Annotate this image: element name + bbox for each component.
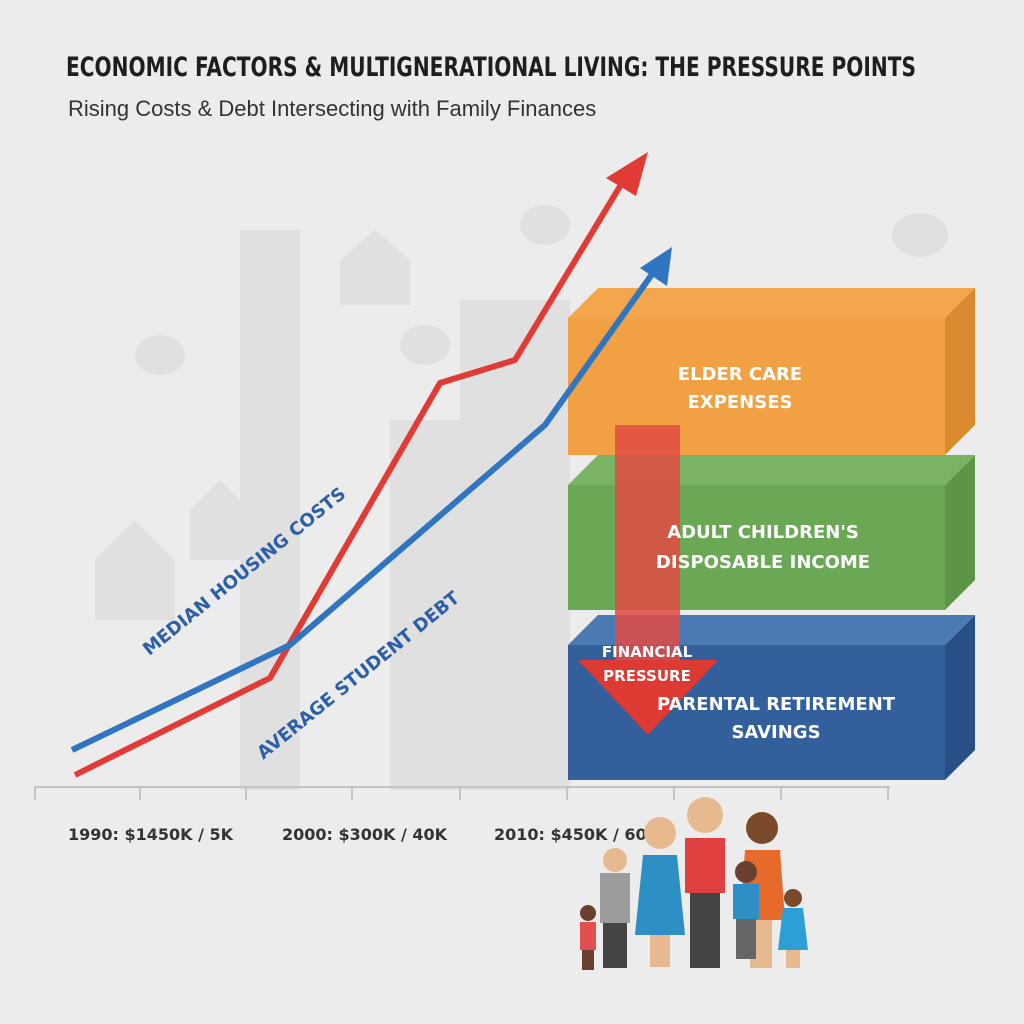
- pressure-arrow: [578, 425, 718, 735]
- housing-arrowhead: [606, 152, 648, 196]
- x-axis: [34, 786, 890, 800]
- title: ECONOMIC FACTORS & MULTIGNERATIONAL LIVI…: [66, 52, 916, 83]
- block-label: EXPENSES: [688, 392, 793, 413]
- block-label: ADULT CHILDREN'S: [667, 522, 859, 543]
- block-label: SAVINGS: [731, 722, 820, 743]
- arrow-label: FINANCIAL: [602, 643, 693, 661]
- background-decor: [95, 205, 948, 790]
- family-illustration: [580, 797, 808, 970]
- block-label: PARENTAL RETIREMENT: [657, 694, 896, 715]
- housing-line: [73, 176, 628, 778]
- block-label: DISPOSABLE INCOME: [656, 552, 870, 573]
- trend-lines: [70, 176, 658, 778]
- subtitle: Rising Costs & Debt Intersecting with Fa…: [68, 96, 596, 121]
- arrow-label: PRESSURE: [603, 667, 691, 685]
- x-label: 2010: $450K / 60K: [494, 825, 660, 844]
- debt-arrowhead: [640, 247, 672, 286]
- block-labels: ELDER CARE EXPENSES ADULT CHILDREN'S DIS…: [602, 364, 896, 743]
- block-label: ELDER CARE: [678, 364, 802, 385]
- debt-line: [70, 268, 658, 753]
- x-label: 2000: $300K / 40K: [282, 825, 448, 844]
- x-label: 1990: $1450K / 5K: [68, 825, 234, 844]
